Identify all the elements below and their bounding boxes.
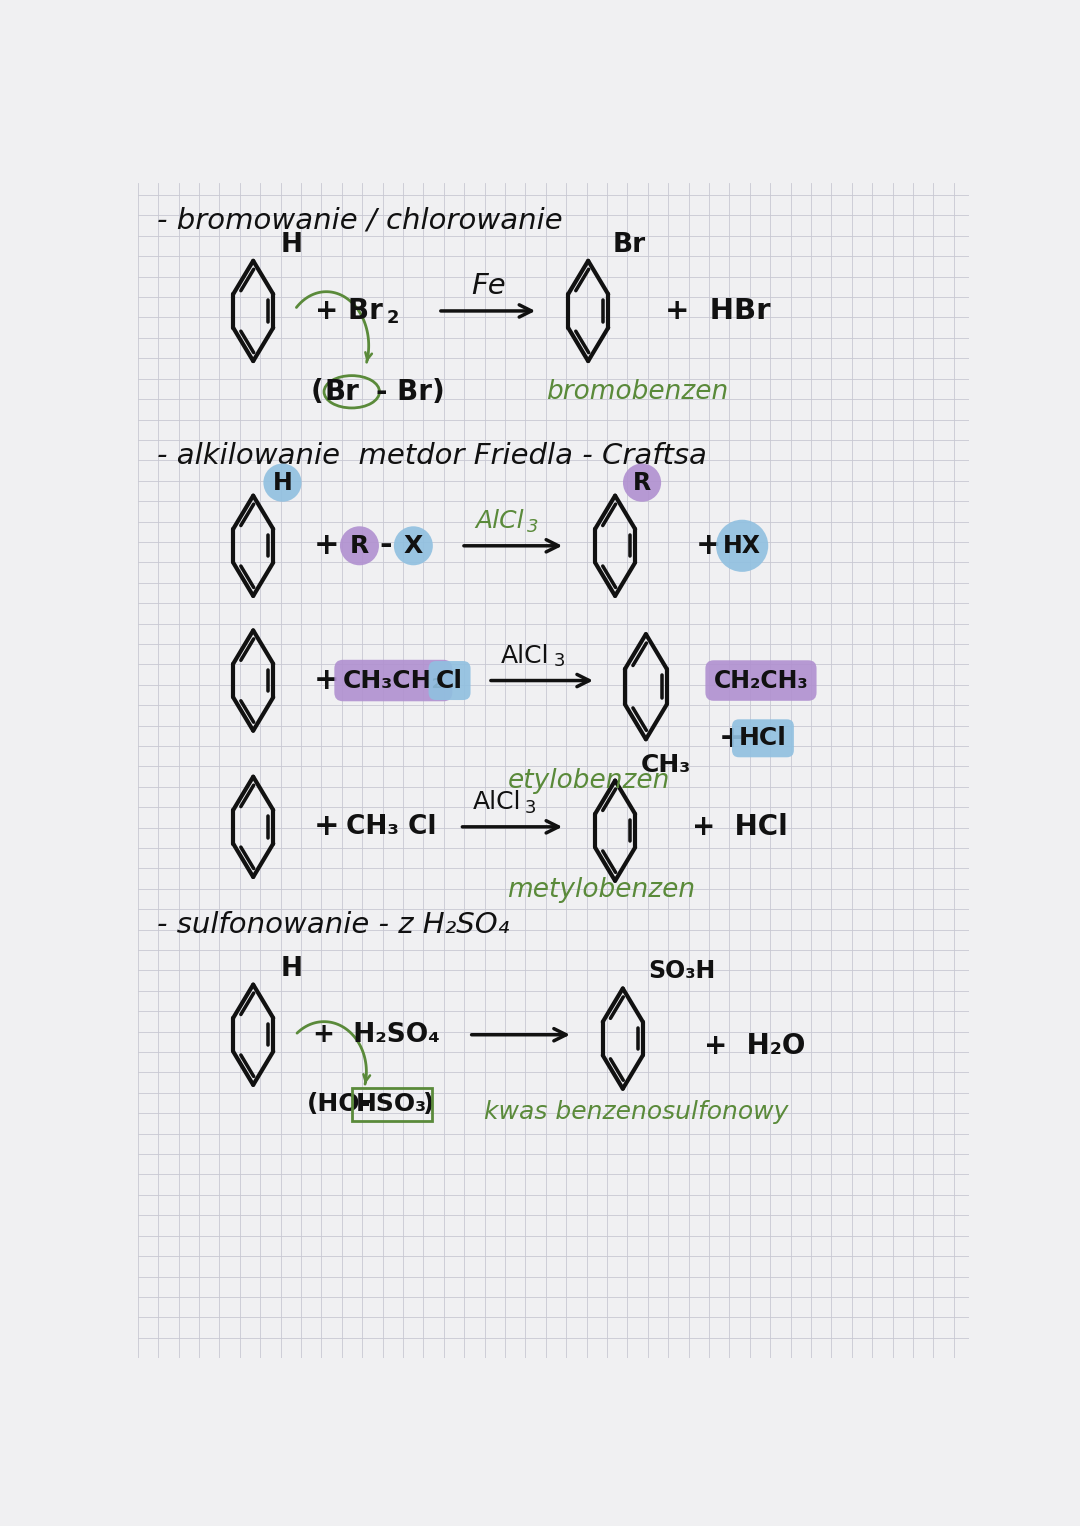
Text: HX: HX <box>724 534 761 559</box>
Text: SO₃H: SO₃H <box>648 958 715 983</box>
Text: AlCl: AlCl <box>501 644 550 668</box>
Text: 2: 2 <box>387 308 399 327</box>
Text: HSO₃: HSO₃ <box>356 1093 428 1116</box>
Text: H: H <box>280 232 302 258</box>
Text: kwas benzenosulfonowy: kwas benzenosulfonowy <box>484 1100 788 1123</box>
Text: +  HBr: + HBr <box>665 298 771 325</box>
Text: CH₃ Cl: CH₃ Cl <box>346 813 436 839</box>
Text: - sulfonowanie - z H₂SO₄: - sulfonowanie - z H₂SO₄ <box>157 911 509 940</box>
Text: (: ( <box>311 378 324 406</box>
Text: H: H <box>280 957 302 983</box>
Text: 3: 3 <box>527 517 539 536</box>
Text: +  HCl: + HCl <box>692 813 787 841</box>
Text: +: + <box>696 531 721 560</box>
Text: R: R <box>633 470 651 494</box>
Text: X: X <box>404 534 423 559</box>
Text: 3: 3 <box>524 798 536 816</box>
Text: CH₂CH₃: CH₂CH₃ <box>714 668 808 693</box>
Text: metylobenzen: metylobenzen <box>508 877 696 903</box>
Text: + Br: + Br <box>314 298 382 325</box>
Text: - bromowanie / chlorowanie: - bromowanie / chlorowanie <box>157 206 563 233</box>
Text: AlCl: AlCl <box>475 510 524 533</box>
Text: +: + <box>719 723 745 752</box>
Text: Cl: Cl <box>436 668 463 693</box>
Text: - Br): - Br) <box>377 378 445 406</box>
Text: bromobenzen: bromobenzen <box>545 378 728 404</box>
Text: ): ) <box>422 1093 434 1116</box>
Text: +: + <box>313 665 339 694</box>
Text: Fe: Fe <box>471 272 505 301</box>
Text: - alkilowanie  metdor Friedla - Craftsa: - alkilowanie metdor Friedla - Craftsa <box>157 441 706 470</box>
Text: 3: 3 <box>554 652 565 670</box>
Text: +: + <box>313 812 339 841</box>
Text: (HO-: (HO- <box>307 1093 372 1116</box>
Text: +  H₂SO₄: + H₂SO₄ <box>313 1022 441 1048</box>
Text: R: R <box>350 534 369 559</box>
Text: HCl: HCl <box>739 726 787 751</box>
Text: CH₃CH₂: CH₃CH₂ <box>343 668 444 693</box>
Text: Br: Br <box>324 378 359 406</box>
Text: -: - <box>379 531 392 560</box>
Text: +: + <box>313 531 339 560</box>
Text: AlCl: AlCl <box>473 790 522 815</box>
Text: +  H₂O: + H₂O <box>704 1032 805 1061</box>
Text: CH₃: CH₃ <box>640 754 691 777</box>
Text: etylobenzen: etylobenzen <box>508 768 670 794</box>
Text: H: H <box>272 470 293 494</box>
Text: Br: Br <box>612 232 646 258</box>
